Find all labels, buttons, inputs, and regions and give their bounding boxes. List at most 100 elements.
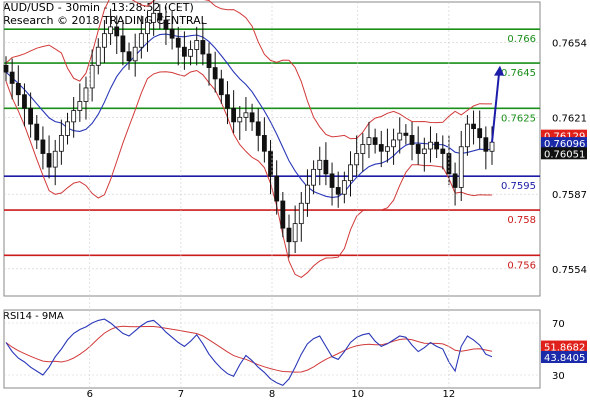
candle-body (440, 148, 446, 154)
candle-body (243, 112, 249, 118)
rsi-tick-label: 30 (552, 371, 565, 382)
candle-body (15, 83, 21, 96)
projection-arrow-shaft (491, 73, 500, 143)
candle-body (28, 107, 34, 125)
rsi-badge (541, 340, 587, 353)
candle-body (120, 35, 126, 53)
candle-body (255, 121, 261, 136)
candle-body (126, 51, 132, 62)
candle-body (366, 137, 372, 145)
x-axis: 6 7 8 10 12 (87, 2, 456, 400)
candle-body (163, 19, 169, 30)
price-panel: 0.7654 0.7621 0.7587 0.7554 0.766 0.7645 0.762… (3, 0, 587, 297)
projection-arrow-head (494, 65, 504, 76)
candle-body (231, 107, 237, 123)
candle-body (95, 46, 101, 66)
level-label: 0.7595 (501, 181, 536, 192)
candle-body (218, 78, 224, 96)
y-tick-label: 0.7587 (552, 190, 587, 201)
y-tick-label: 0.7554 (552, 265, 587, 276)
level-label: 0.756 (507, 260, 536, 271)
candle-body (3, 64, 9, 73)
candle-body (434, 141, 440, 150)
rsi-badge-label: 51.8682 (544, 343, 585, 354)
candle-body (261, 135, 267, 152)
rsi-panel-label: RSI14 - 9MA (3, 311, 64, 322)
rsi-badge-label: 43.8405 (544, 353, 585, 364)
candle-body (194, 40, 200, 50)
bollinger-upper (5, 0, 492, 140)
candle-body (225, 94, 230, 109)
candle-body (77, 101, 83, 111)
candle-body (102, 33, 107, 48)
level-label: 0.758 (507, 215, 536, 226)
candle-body (286, 227, 292, 243)
candle-body (22, 94, 27, 109)
candle-body (249, 112, 255, 123)
candle-body (237, 116, 243, 123)
candle-body (409, 135, 415, 145)
candle-body (175, 37, 181, 48)
x-tick-label: 10 (351, 389, 364, 400)
candle-body (114, 26, 120, 37)
candle-body (403, 132, 409, 136)
y-tick-label: 0.7621 (552, 113, 587, 124)
candle-body (323, 159, 329, 175)
candle-body (483, 137, 489, 152)
candle-body (40, 139, 46, 154)
x-tick-label: 6 (87, 389, 93, 400)
candle-body (464, 123, 470, 148)
candle-body (188, 49, 193, 57)
candle-body (317, 159, 323, 170)
rsi-badge (541, 351, 587, 364)
candle-body (477, 128, 483, 139)
bollinger-lower (5, 69, 492, 278)
level-label: 0.7625 (501, 113, 536, 124)
candle-body (397, 132, 403, 141)
candle-body (372, 137, 378, 145)
candle-body (452, 173, 458, 188)
candle-body (489, 141, 495, 152)
candle-body (305, 184, 310, 204)
candle-body (9, 71, 15, 84)
rsi-frame (3, 309, 541, 389)
rsi-tick-label: 70 (552, 319, 565, 330)
candle-body (145, 21, 150, 35)
x-tick-label: 7 (178, 389, 184, 400)
candle-body (169, 28, 175, 39)
price-badge-label: 0.76096 (544, 139, 585, 150)
candle-body (391, 139, 396, 148)
moving-average (5, 33, 492, 198)
candle-body (428, 141, 433, 150)
chart-title: AUD/USD - 30min - 13:28:52 (CET) (3, 1, 194, 14)
candle-body (274, 175, 280, 202)
candle-body (378, 144, 384, 152)
x-tick-label: 8 (269, 389, 275, 400)
x-tick-label: 12 (443, 389, 456, 400)
candle-body (71, 110, 77, 123)
candle-body (182, 46, 187, 57)
candle-body (132, 46, 138, 62)
candle-body (58, 135, 64, 152)
level-label: 0.766 (507, 34, 536, 45)
price-badge-label: 0.76051 (544, 149, 585, 160)
candle-body (212, 67, 218, 80)
candle-body (52, 150, 58, 168)
candle-body (458, 146, 464, 188)
candle-body (360, 144, 366, 154)
candle-body (348, 164, 353, 182)
rsi-ma-line (5, 325, 493, 373)
candle-body (471, 123, 476, 130)
candle-body (415, 144, 421, 154)
candle-body (280, 200, 286, 229)
candle-body (385, 146, 390, 152)
price-badge (541, 147, 587, 160)
price-badge (541, 137, 587, 150)
candle-body (108, 26, 113, 35)
candle-body (335, 187, 341, 195)
candle-body (151, 12, 157, 23)
candle-body (83, 87, 89, 102)
candle-body (65, 121, 70, 136)
candle-body (329, 173, 335, 188)
candle-body (206, 53, 212, 68)
